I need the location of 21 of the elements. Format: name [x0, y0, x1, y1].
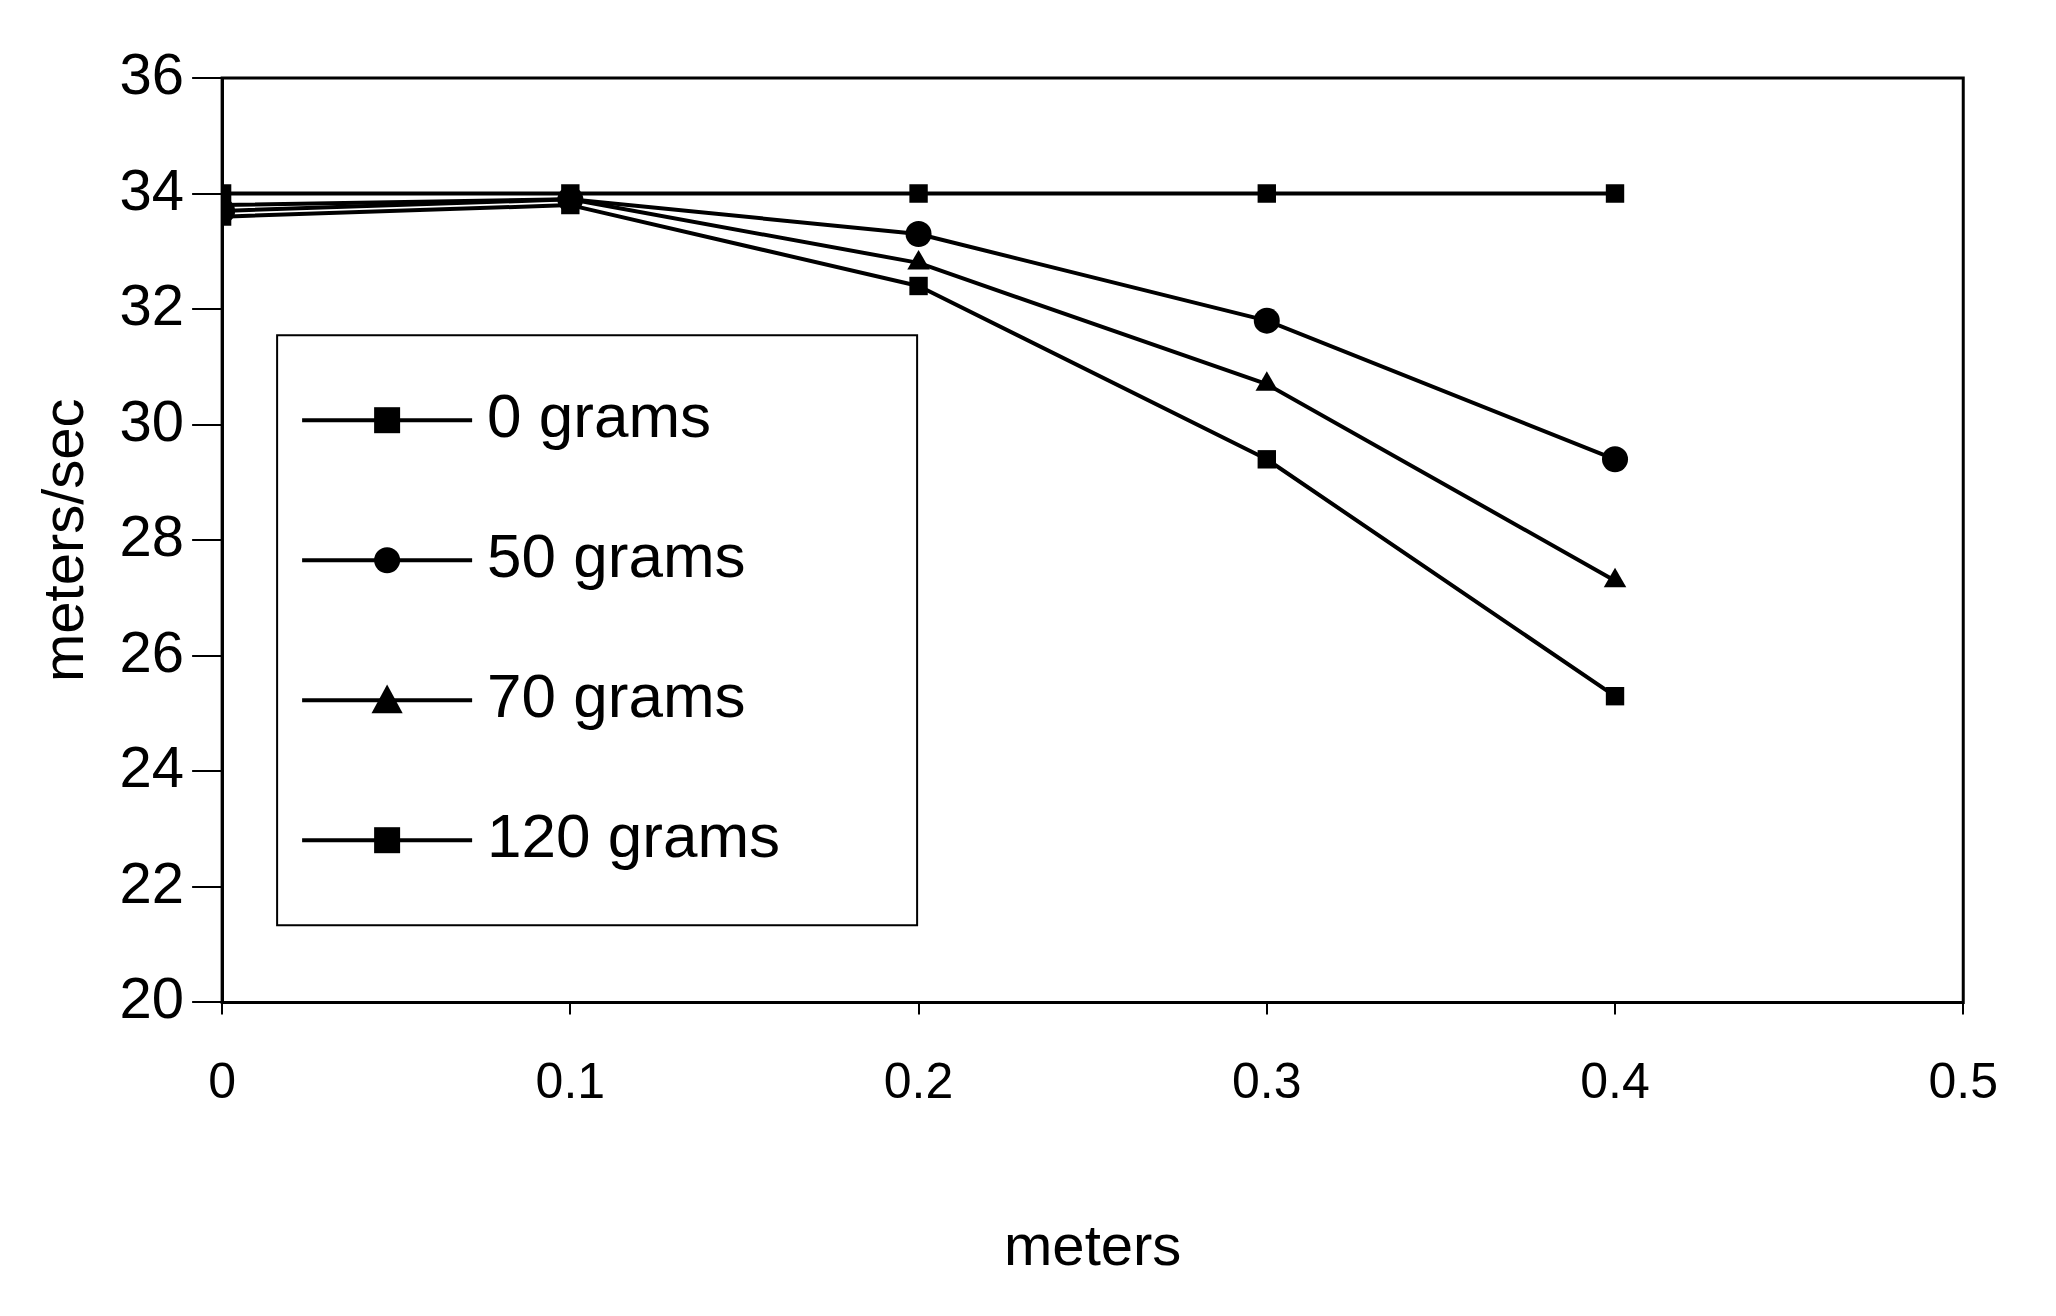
legend-label: 70 grams	[487, 661, 746, 731]
x-tick-label: 0.4	[1580, 1053, 1650, 1110]
y-tick-label: 26	[119, 618, 185, 684]
x-axis-title: meters	[1004, 1212, 1182, 1278]
y-tick-label: 30	[119, 387, 185, 453]
y-tick-label: 20	[119, 965, 185, 1031]
legend-label: 120 grams	[487, 801, 781, 871]
x-tick-label: 0	[208, 1053, 237, 1110]
y-tick-label: 36	[119, 41, 185, 106]
y-tick-label: 32	[119, 272, 185, 338]
x-tick-label: 0.3	[1232, 1053, 1302, 1110]
y-tick-label: 24	[119, 734, 185, 800]
legend-label: 50 grams	[487, 521, 746, 591]
y-tick-label: 22	[119, 849, 185, 915]
x-tick-label: 0.2	[883, 1053, 954, 1110]
x-tick-label: 0.5	[1928, 1053, 1998, 1110]
x-tick-label: 0.1	[535, 1053, 606, 1110]
y-tick-label: 28	[119, 503, 185, 569]
y-axis-title: meters/sec	[29, 398, 95, 683]
y-tick-label: 34	[119, 156, 185, 222]
legend-label: 0 grams	[487, 381, 712, 451]
